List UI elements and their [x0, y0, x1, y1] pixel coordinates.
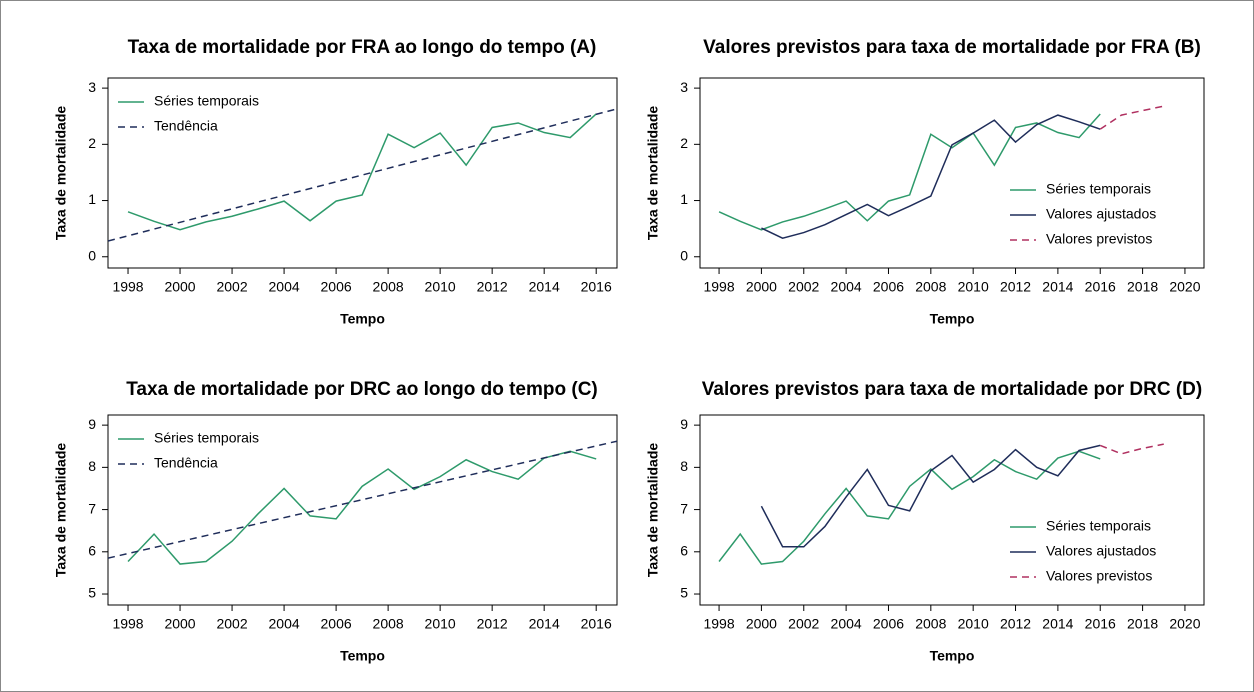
- y-tick-label: 5: [680, 585, 688, 601]
- x-tick-label: 2020: [1169, 279, 1200, 295]
- x-tick-label: 2004: [831, 616, 862, 632]
- x-tick-label: 2016: [581, 279, 612, 295]
- x-tick-label: 2012: [1000, 616, 1031, 632]
- series-line: [1099, 105, 1164, 130]
- x-tick-label: 2008: [373, 279, 404, 295]
- legend-label: Séries temporais: [154, 93, 259, 109]
- x-axis-label: Tempo: [930, 648, 975, 664]
- x-tick-label: 2000: [164, 616, 195, 632]
- y-tick-label: 0: [88, 247, 96, 263]
- y-tick-label: 6: [680, 543, 688, 559]
- x-tick-label: 2006: [873, 279, 904, 295]
- y-tick-label: 7: [680, 500, 688, 516]
- series-line: [718, 450, 1101, 565]
- series-line: [718, 113, 1101, 231]
- x-tick-label: 2002: [216, 616, 247, 632]
- series-line: [127, 113, 597, 231]
- y-tick-label: 7: [88, 500, 96, 516]
- legend-label: Valores ajustados: [1046, 543, 1156, 559]
- x-tick-label: 2014: [1042, 616, 1073, 632]
- x-tick-label: 2012: [477, 616, 508, 632]
- x-tick-label: 2000: [164, 279, 195, 295]
- y-axis-label: Taxa de mortalidade: [53, 443, 69, 578]
- x-tick-label: 2008: [915, 279, 946, 295]
- chart-title: Valores previstos para taxa de mortalida…: [702, 379, 1203, 400]
- x-tick-label: 2012: [1000, 279, 1031, 295]
- x-tick-label: 2010: [958, 616, 989, 632]
- x-tick-label: 2010: [958, 279, 989, 295]
- x-tick-label: 2008: [915, 616, 946, 632]
- plot-box: [107, 77, 618, 269]
- x-tick-label: 1998: [703, 616, 734, 632]
- y-tick-label: 3: [680, 79, 688, 95]
- legend-label: Séries temporais: [1046, 181, 1151, 197]
- y-tick-label: 3: [88, 79, 96, 95]
- x-tick-label: 2002: [788, 279, 819, 295]
- series-line: [127, 450, 597, 565]
- y-tick-label: 9: [88, 416, 96, 432]
- y-tick-label: 5: [88, 585, 96, 601]
- x-tick-label: 2000: [746, 279, 777, 295]
- chart-title: Taxa de mortalidade por DRC ao longo do …: [126, 379, 598, 400]
- x-tick-label: 1998: [112, 616, 143, 632]
- y-tick-label: 9: [680, 416, 688, 432]
- y-tick-label: 0: [680, 247, 688, 263]
- x-tick-label: 2014: [529, 616, 560, 632]
- x-tick-label: 2018: [1127, 616, 1158, 632]
- x-tick-label: 2010: [425, 616, 456, 632]
- x-tick-label: 1998: [703, 279, 734, 295]
- legend-label: Séries temporais: [154, 430, 259, 446]
- chart-title: Taxa de mortalidade por FRA ao longo do …: [128, 37, 597, 58]
- series-line: [761, 114, 1101, 240]
- x-tick-label: 2020: [1169, 616, 1200, 632]
- x-axis-label: Tempo: [930, 311, 975, 327]
- x-tick-label: 2004: [831, 279, 862, 295]
- y-tick-label: 1: [88, 191, 96, 207]
- x-tick-label: 2012: [477, 279, 508, 295]
- legend-label: Valores ajustados: [1046, 206, 1156, 222]
- x-tick-label: 2008: [373, 616, 404, 632]
- x-tick-label: 1998: [112, 279, 143, 295]
- x-tick-label: 2010: [425, 279, 456, 295]
- legend-label: Valores previstos: [1046, 568, 1152, 584]
- x-axis-label: Tempo: [340, 311, 385, 327]
- series-line: [108, 108, 617, 242]
- series-line: [108, 440, 617, 559]
- y-tick-label: 2: [680, 135, 688, 151]
- x-tick-label: 2000: [746, 616, 777, 632]
- y-tick-label: 2: [88, 135, 96, 151]
- y-tick-label: 8: [88, 458, 96, 474]
- x-tick-label: 2002: [788, 616, 819, 632]
- chart-title: Valores previstos para taxa de mortalida…: [703, 37, 1201, 58]
- series-line: [760, 444, 1101, 548]
- y-axis-label: Taxa de mortalidade: [645, 106, 661, 241]
- x-tick-label: 2002: [216, 279, 247, 295]
- x-tick-label: 2006: [321, 279, 352, 295]
- y-axis-label: Taxa de mortalidade: [53, 106, 69, 241]
- x-tick-label: 2014: [529, 279, 560, 295]
- y-tick-label: 8: [680, 458, 688, 474]
- x-tick-label: 2006: [321, 616, 352, 632]
- x-tick-label: 2014: [1042, 279, 1073, 295]
- y-tick-label: 6: [88, 543, 96, 559]
- x-tick-label: 2004: [269, 279, 300, 295]
- y-tick-label: 1: [680, 191, 688, 207]
- legend-label: Tendência: [154, 118, 218, 134]
- legend-label: Tendência: [154, 455, 218, 471]
- x-tick-label: 2006: [873, 616, 904, 632]
- x-tick-label: 2004: [269, 616, 300, 632]
- x-tick-label: 2016: [581, 616, 612, 632]
- legend-label: Séries temporais: [1046, 518, 1151, 534]
- y-axis-label: Taxa de mortalidade: [645, 443, 661, 578]
- plot-box: [699, 77, 1205, 269]
- x-tick-label: 2016: [1085, 616, 1116, 632]
- legend-label: Valores previstos: [1046, 231, 1152, 247]
- x-tick-label: 2016: [1085, 279, 1116, 295]
- x-tick-label: 2018: [1127, 279, 1158, 295]
- x-axis-label: Tempo: [340, 648, 385, 664]
